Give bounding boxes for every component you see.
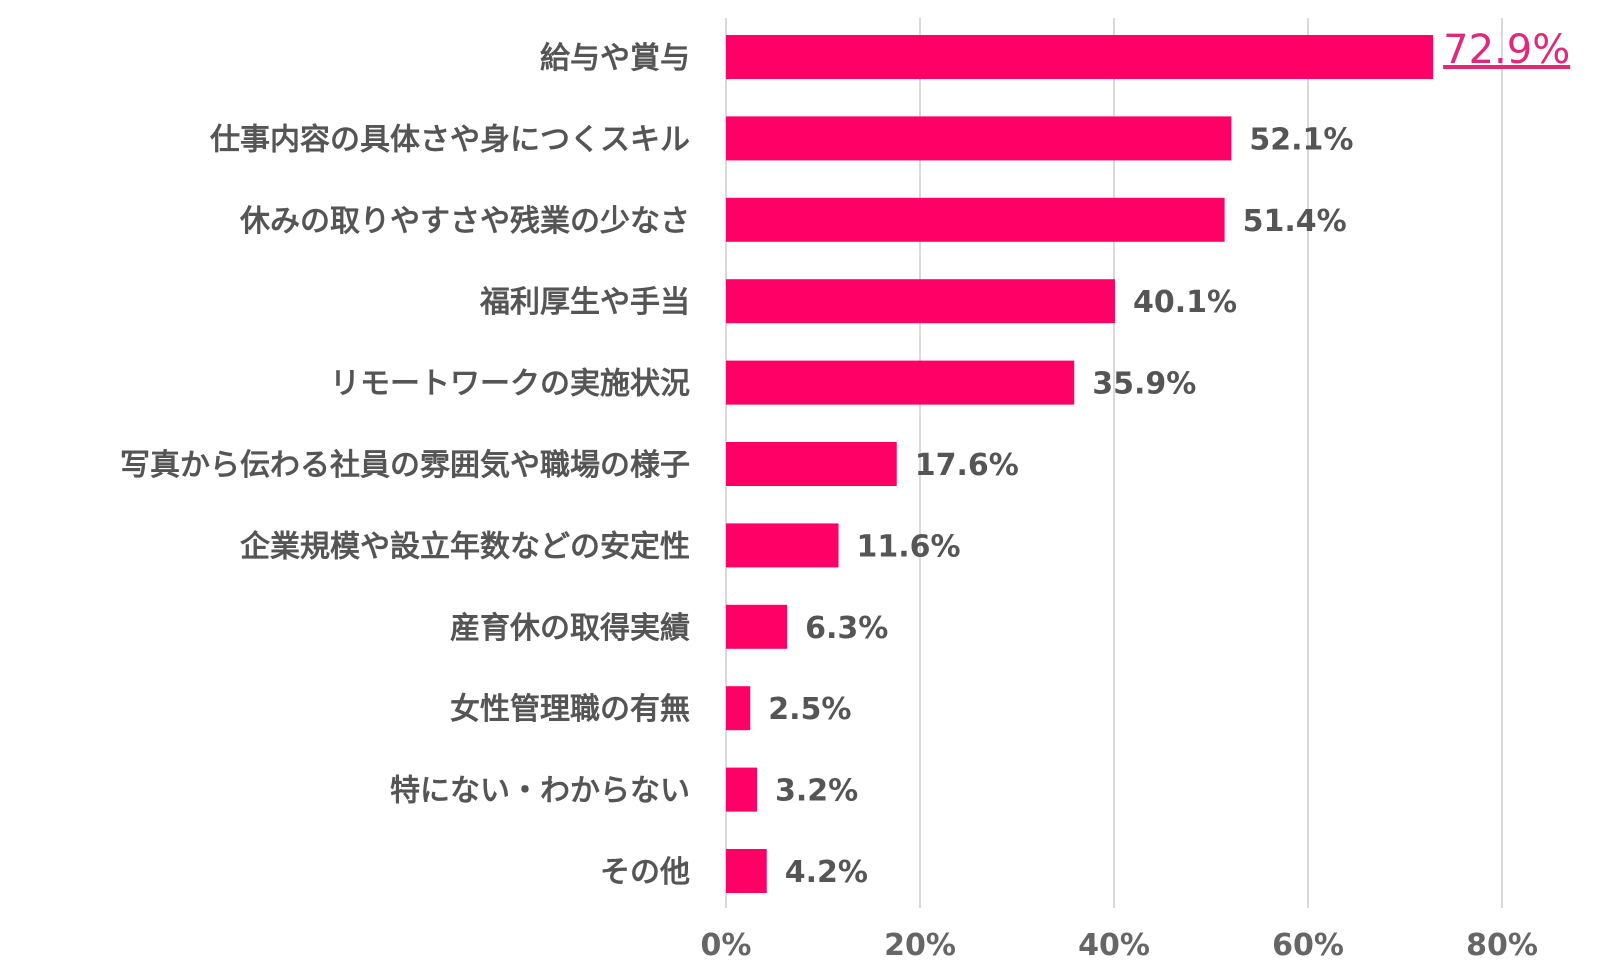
value-label: 4.2% [785, 855, 868, 890]
bar [726, 116, 1232, 161]
bar [726, 604, 788, 649]
value-label: 11.6% [857, 529, 961, 564]
bar [726, 849, 767, 893]
bar [726, 197, 1225, 242]
x-tick-label: 40% [1078, 928, 1150, 963]
bar [726, 523, 839, 568]
x-tick-label: 20% [884, 928, 956, 963]
category-label: その他 [600, 855, 690, 890]
value-label: 52.1% [1249, 122, 1353, 157]
category-label: 仕事内容の具体さや身につくスキル [209, 122, 690, 157]
value-label: 35.9% [1092, 367, 1196, 402]
bar [726, 442, 897, 486]
value-label: 40.1% [1133, 285, 1237, 320]
category-label: 休みの取りやすさや残業の少なさ [239, 204, 690, 239]
category-label: 特にない・わからない [390, 774, 690, 809]
value-label: 6.3% [805, 611, 888, 646]
value-label: 51.4% [1243, 204, 1347, 239]
bar [726, 35, 1434, 79]
x-tick-label: 60% [1272, 928, 1344, 963]
category-label: 写真から伝わる社員の雰囲気や職場の様子 [120, 448, 690, 483]
bar [726, 360, 1075, 405]
category-label: リモートワークの実施状況 [330, 367, 690, 402]
highlight-value-label: 72.9% [1443, 27, 1570, 73]
value-label: 3.2% [775, 774, 858, 809]
bar [726, 686, 751, 731]
category-label: 給与や賞与 [540, 41, 690, 76]
bar [726, 279, 1115, 324]
x-tick-label: 80% [1466, 928, 1538, 963]
category-label: 産育休の取得実績 [450, 611, 690, 646]
category-label: 企業規模や設立年数などの安定性 [240, 529, 690, 564]
x-tick-label: 0% [701, 928, 752, 963]
value-label: 17.6% [915, 448, 1019, 483]
category-label: 女性管理職の有無 [450, 692, 690, 727]
value-label: 2.5% [768, 692, 851, 727]
bar [726, 767, 758, 812]
category-label: 福利厚生や手当 [479, 285, 690, 320]
